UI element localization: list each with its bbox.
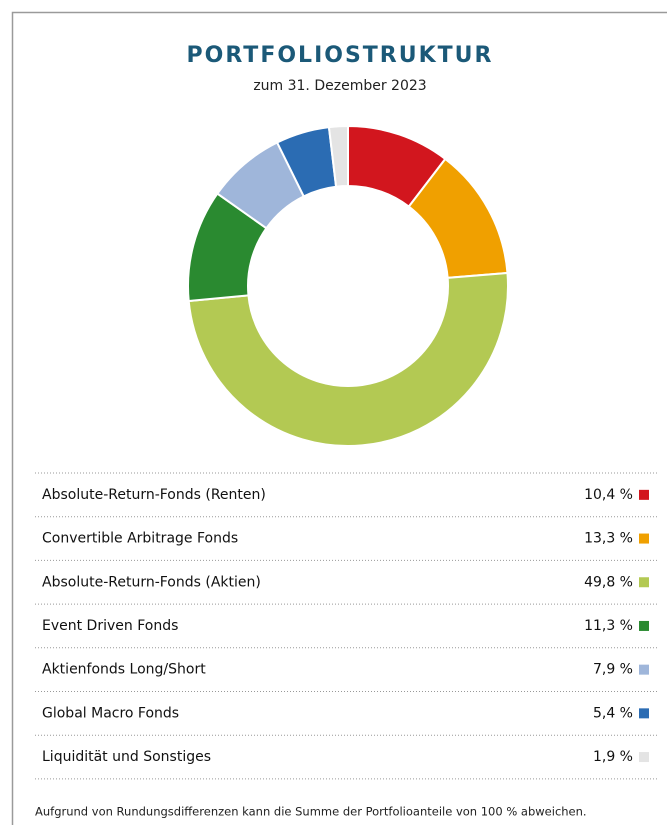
value-label: 1,9 % — [593, 749, 633, 765]
value-label: 11,3 % — [584, 618, 633, 634]
legend-label: Convertible Arbitrage Fonds — [42, 531, 238, 547]
legend-swatch — [639, 621, 649, 631]
footnote: Aufgrund von Rundungsdifferenzen kann di… — [35, 805, 587, 819]
value-label: 5,4 % — [593, 705, 633, 721]
donut-slice — [189, 273, 508, 446]
legend-label: Event Driven Fonds — [42, 618, 178, 634]
value-label: 7,9 % — [593, 662, 633, 678]
legend-label: Absolute-Return-Fonds (Aktien) — [42, 574, 261, 590]
legend-label: Aktienfonds Long/Short — [42, 662, 206, 678]
legend-swatch — [639, 577, 649, 587]
legend-label: Liquidität und Sonstiges — [42, 749, 211, 765]
legend-swatch — [639, 708, 649, 718]
chart-subtitle: zum 31. Dezember 2023 — [253, 78, 426, 94]
value-label: 13,3 % — [584, 531, 633, 547]
legend-swatch — [639, 490, 649, 500]
chart-title: PORTFOLIOSTRUKTUR — [187, 43, 494, 68]
legend-swatch — [639, 534, 649, 544]
legend-swatch — [639, 752, 649, 762]
legend-swatch — [639, 665, 649, 675]
legend-label: Absolute-Return-Fonds (Renten) — [42, 487, 266, 503]
value-label: 49,8 % — [584, 574, 633, 590]
value-label: 10,4 % — [584, 487, 633, 503]
legend-label: Global Macro Fonds — [42, 705, 179, 721]
